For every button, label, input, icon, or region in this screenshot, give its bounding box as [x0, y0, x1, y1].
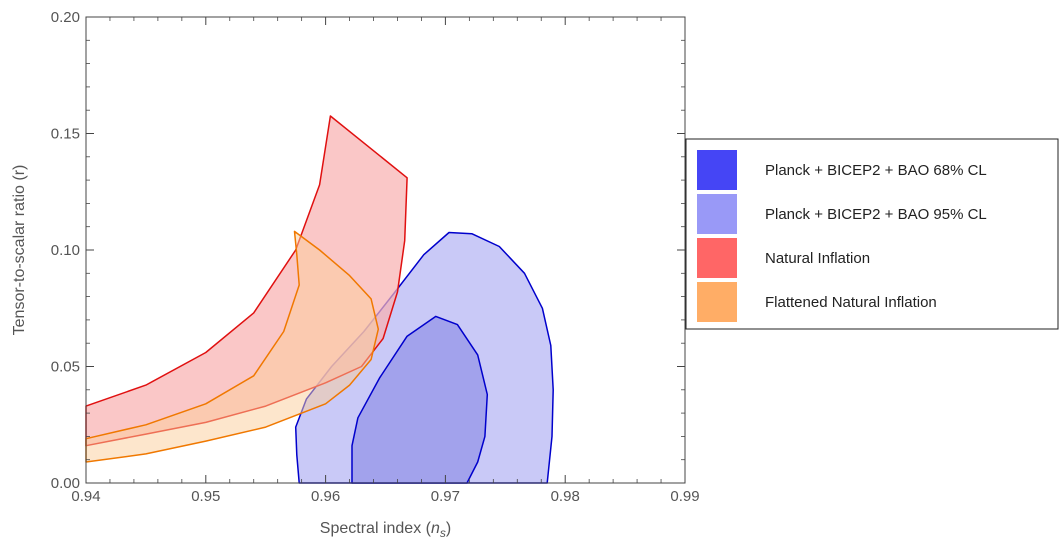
confidence-regions	[85, 115, 554, 484]
x-axis-label-close: )	[446, 520, 451, 537]
legend-swatch	[697, 194, 737, 234]
legend: Planck + BICEP2 + BAO 68% CL Planck + BIC…	[685, 138, 1059, 330]
x-tick-label: 0.99	[670, 488, 699, 505]
x-axis-label-main: Spectral index (	[320, 520, 432, 537]
plot-area: 0.94 0.95 0.96 0.97 0.98 0.99 0.00 0.05 0.10 0.1…	[51, 9, 700, 505]
legend-swatch	[697, 238, 737, 278]
x-tick-label: 0.94	[71, 488, 100, 505]
legend-box	[685, 138, 1059, 330]
legend-label: Planck + BICEP2 + BAO 68% CL	[765, 162, 987, 179]
y-tick-label: 0.05	[51, 359, 80, 376]
legend-swatch	[697, 282, 737, 322]
legend-label: Flattened Natural Inflation	[765, 294, 937, 311]
region-3	[85, 230, 380, 463]
legend-items: Planck + BICEP2 + BAO 68% CL Planck + BIC…	[697, 150, 987, 322]
x-axis-label-subscript: s	[440, 526, 446, 540]
legend-label: Planck + BICEP2 + BAO 95% CL	[765, 206, 987, 223]
y-axis: 0.00 0.05 0.10 0.15 0.20	[51, 9, 685, 492]
legend-swatch	[697, 150, 737, 190]
x-axis-label-symbol: n	[431, 520, 440, 537]
x-tick-label: 0.96	[311, 488, 340, 505]
y-tick-label: 0.10	[51, 242, 80, 259]
y-tick-label: 0.00	[51, 475, 80, 492]
x-axis-label: Spectral index (ns)	[320, 520, 451, 540]
x-tick-label: 0.97	[431, 488, 460, 505]
y-axis-label: Tensor-to-scalar ratio (r)	[11, 165, 28, 336]
y-tick-label: 0.15	[51, 126, 80, 143]
legend-label: Natural Inflation	[765, 250, 870, 267]
region-1	[351, 315, 489, 484]
x-tick-label: 0.98	[551, 488, 580, 505]
x-axis: 0.94 0.95 0.96 0.97 0.98 0.99	[71, 17, 700, 505]
x-tick-label: 0.95	[191, 488, 220, 505]
y-tick-label: 0.20	[51, 9, 80, 26]
